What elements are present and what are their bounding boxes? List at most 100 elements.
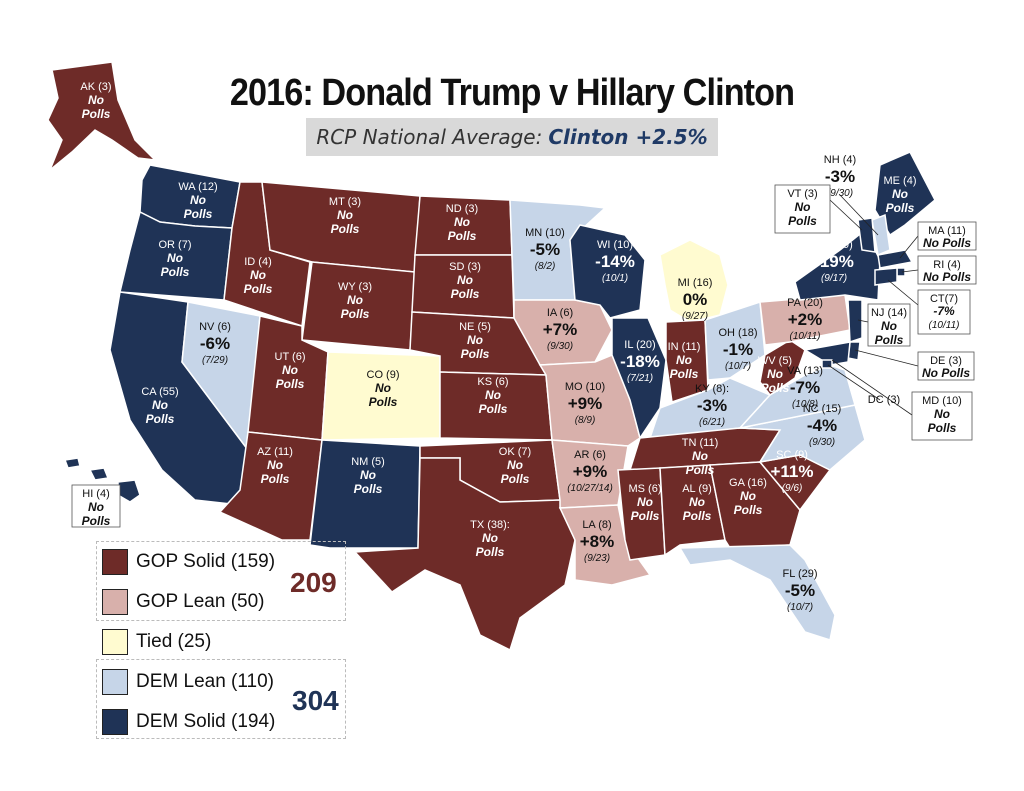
poll-margin: No Polls	[631, 495, 660, 523]
poll-date: (8/9)	[575, 415, 596, 426]
leader-line	[901, 269, 919, 273]
state-shape[interactable]	[857, 217, 876, 253]
dem-total: 304	[292, 685, 339, 716]
state-label: IA (6)	[547, 307, 573, 319]
map-title: 2016: Donald Trump v Hillary Clinton	[229, 72, 795, 114]
poll-date: (9/23)	[584, 553, 610, 564]
poll-margin: 0%	[683, 290, 708, 309]
state-ms[interactable]	[617, 467, 666, 561]
legend-swatch	[102, 549, 128, 575]
leader-line	[839, 194, 879, 236]
state-shape[interactable]	[678, 544, 836, 641]
legend-label: DEM Lean (110)	[136, 671, 274, 692]
state-label: NC (15)	[803, 403, 842, 415]
state-tx[interactable]	[353, 457, 576, 652]
state-me[interactable]	[874, 151, 936, 237]
state-nm[interactable]	[309, 439, 421, 549]
state-shape[interactable]	[874, 267, 898, 286]
state-shape[interactable]	[617, 467, 666, 561]
poll-margin: No Polls	[82, 500, 111, 528]
state-shape[interactable]	[611, 317, 667, 440]
poll-margin: No Polls	[923, 270, 971, 284]
poll-margin: -5%	[785, 581, 815, 600]
state-label: NV (6)	[199, 321, 231, 333]
poll-margin: No Polls	[82, 93, 111, 121]
state-label: NH (4)	[824, 154, 856, 166]
state-al[interactable]	[659, 464, 726, 557]
poll-date: (9/30)	[547, 341, 573, 352]
state-ak[interactable]	[47, 61, 158, 171]
state-shape[interactable]	[309, 439, 421, 549]
poll-margin: -3%	[825, 167, 855, 186]
callout-box	[71, 484, 121, 528]
state-shape[interactable]	[659, 464, 726, 557]
state-label: VT (3)	[787, 188, 817, 200]
legend-swatch	[102, 629, 128, 655]
legend-item-gop-solid: GOP Solid (159)	[102, 545, 275, 579]
state-shape[interactable]	[871, 213, 891, 257]
state-label: SC (9)	[776, 449, 808, 461]
state-label: KS (6)	[477, 376, 508, 388]
legend-item-dem-solid: DEM Solid (194)	[102, 705, 275, 739]
poll-margin: No Polls	[761, 367, 790, 395]
state-nh[interactable]	[871, 213, 891, 257]
legend-swatch	[102, 709, 128, 735]
state-nj[interactable]	[847, 299, 863, 344]
state-wi[interactable]	[569, 224, 646, 319]
state-label: TX (38):	[470, 519, 510, 531]
poll-margin: No Polls	[448, 215, 477, 243]
poll-margin: -4%	[807, 416, 837, 435]
poll-date: (6/21)	[699, 417, 725, 428]
state-shape[interactable]	[47, 61, 158, 171]
poll-date: (10/11)	[929, 320, 960, 331]
legend-swatch	[102, 669, 128, 695]
poll-date: (7/21)	[627, 373, 653, 384]
gop-group-box	[96, 541, 346, 621]
state-vt[interactable]	[857, 217, 876, 253]
legend-item-tied: Tied (25)	[102, 625, 211, 659]
poll-date: (8/2)	[535, 261, 556, 272]
poll-margin: -19%	[814, 252, 854, 271]
legend-item-gop-lean: GOP Lean (50)	[102, 585, 265, 619]
leader-line	[831, 359, 913, 416]
state-shape[interactable]	[704, 300, 766, 381]
state-nc[interactable]	[739, 404, 866, 471]
state-label: ID (4)	[244, 256, 272, 268]
state-shape[interactable]	[877, 249, 914, 269]
state-label: AK (3)	[80, 81, 111, 93]
state-label: ME (4)	[884, 175, 917, 187]
poll-margin: No Polls	[928, 407, 957, 435]
state-ma[interactable]	[877, 249, 914, 269]
callout-box	[911, 391, 973, 441]
poll-margin: No Polls	[146, 398, 175, 426]
poll-margin: +8%	[580, 532, 615, 551]
state-label: MN (10)	[525, 227, 565, 239]
state-label: VA (13)	[787, 365, 823, 377]
national-average-value: Clinton +2.5%	[548, 125, 708, 149]
state-ct[interactable]	[874, 267, 898, 286]
state-shape[interactable]	[739, 404, 866, 471]
state-label: FL (29)	[782, 568, 817, 580]
poll-margin: -5%	[530, 240, 560, 259]
state-shape[interactable]	[353, 457, 576, 652]
state-label: MD (10)	[922, 395, 962, 407]
poll-margin: No Polls	[501, 458, 530, 486]
poll-margin: No Polls	[923, 236, 971, 250]
poll-date: (9/27)	[682, 311, 708, 322]
state-label: CA (55)	[141, 386, 178, 398]
state-il[interactable]	[611, 317, 667, 440]
poll-margin: No Polls	[369, 381, 398, 409]
state-shape[interactable]	[847, 299, 863, 344]
state-oh[interactable]	[704, 300, 766, 381]
state-shape[interactable]	[558, 504, 652, 586]
state-fl[interactable]	[678, 544, 836, 641]
state-label: PA (20)	[787, 297, 823, 309]
state-shape[interactable]	[874, 151, 936, 237]
poll-margin: No Polls	[686, 449, 715, 477]
poll-date: (10/7)	[787, 602, 813, 613]
state-label: ND (3)	[446, 203, 478, 215]
state-shape[interactable]	[569, 224, 646, 319]
state-la[interactable]	[558, 504, 652, 586]
callout-box	[917, 255, 977, 285]
